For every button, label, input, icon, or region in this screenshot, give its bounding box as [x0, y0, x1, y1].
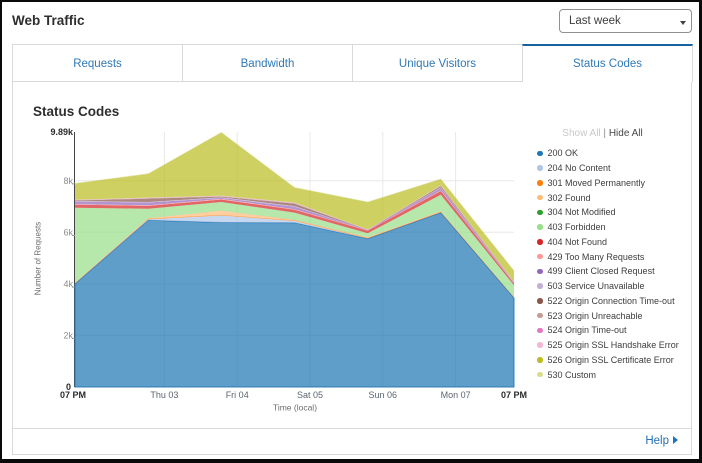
svg-text:07 PM: 07 PM — [60, 390, 86, 400]
svg-text:Mon 07: Mon 07 — [441, 390, 471, 400]
svg-text:Sat 05: Sat 05 — [297, 390, 323, 400]
svg-text:07 PM: 07 PM — [501, 390, 527, 400]
svg-text:6k: 6k — [63, 228, 73, 238]
svg-text:2k: 2k — [63, 331, 73, 341]
svg-text:9.89k: 9.89k — [50, 127, 74, 137]
svg-text:Fri 04: Fri 04 — [226, 390, 249, 400]
svg-text:0: 0 — [66, 382, 71, 392]
svg-text:Number of Requests: Number of Requests — [34, 222, 43, 295]
svg-text:Time (local): Time (local) — [273, 403, 317, 413]
svg-text:Thu 03: Thu 03 — [150, 390, 178, 400]
svg-text:Sun 06: Sun 06 — [369, 390, 398, 400]
svg-text:8k: 8k — [63, 176, 73, 186]
svg-text:4k: 4k — [63, 279, 73, 289]
